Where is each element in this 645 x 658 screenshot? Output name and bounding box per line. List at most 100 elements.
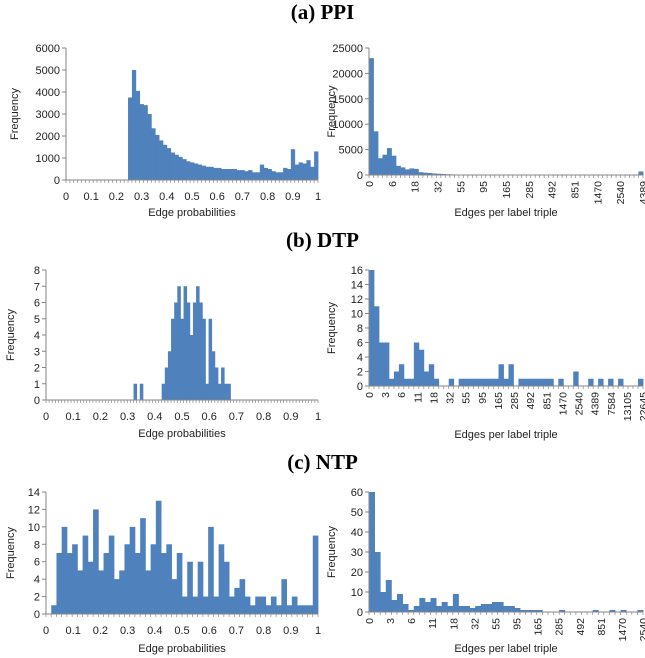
bar <box>573 371 579 386</box>
bar <box>598 378 604 386</box>
y-tick-label: 14 <box>28 487 40 499</box>
bar <box>302 163 307 180</box>
bar <box>202 596 209 614</box>
bar <box>151 128 156 180</box>
x-axis-title: Edges per label triple <box>454 207 557 219</box>
y-tick-label: 3000 <box>36 109 60 121</box>
y-tick-label: 6 <box>34 557 40 569</box>
bar <box>519 610 526 612</box>
y-tick-label: 16 <box>351 265 363 277</box>
bar <box>483 378 489 386</box>
x-axis-title: Edge probabilities <box>148 207 236 219</box>
bar <box>440 173 446 175</box>
bar <box>248 170 253 180</box>
bar <box>217 167 222 180</box>
bar <box>418 172 424 175</box>
bar <box>260 596 267 614</box>
panel-title-ppi: (a) PPI <box>290 0 355 24</box>
bar <box>433 378 440 386</box>
y-tick-label: 1000 <box>36 153 60 165</box>
x-tick-label: 851 <box>596 618 608 636</box>
bar <box>395 165 401 175</box>
x-tick-label: 0.9 <box>283 411 298 423</box>
x-tick-label: 1470 <box>557 392 569 416</box>
bar <box>199 302 203 400</box>
bar <box>166 148 172 180</box>
x-tick-label: 0.6 <box>202 411 217 423</box>
y-tick-label: 15000 <box>332 94 363 106</box>
bar <box>373 306 380 386</box>
y-tick-label: 10 <box>351 587 363 599</box>
x-tick-label: 0.9 <box>285 191 300 203</box>
bar <box>424 602 431 612</box>
bar <box>486 604 493 612</box>
x-tick-label: 1 <box>315 625 321 637</box>
bar <box>87 561 94 614</box>
bar <box>205 383 209 400</box>
bar <box>514 608 521 612</box>
bar <box>310 166 315 180</box>
bar <box>177 286 181 400</box>
x-tick-label: 0.6 <box>202 625 217 637</box>
ntp-edges-per-triple-histogram: 0 10 20 30 40 50 60 0 3 6 11 18 32 55 95 165 285 492 851 14… <box>326 487 645 655</box>
ppi-edge-probability-histogram: 0 1000 2000 3000 4000 5000 6000 0 0.1 0.2 0.3 0.4 0.… <box>9 43 321 219</box>
x-tick-label: 0.5 <box>184 191 199 203</box>
bar <box>413 168 419 175</box>
bar <box>458 378 465 386</box>
y-tick-label: 20000 <box>332 68 363 80</box>
bar <box>239 579 246 614</box>
bar <box>409 168 415 175</box>
bar <box>497 602 504 612</box>
bar <box>408 610 415 612</box>
bar <box>183 286 188 400</box>
bar <box>190 162 195 180</box>
x-axis-title: Edges per label triple <box>454 429 557 441</box>
x-tick-label: 32 <box>445 392 457 404</box>
y-tick-label: 2 <box>357 367 363 379</box>
bar <box>298 162 303 180</box>
x-tick-label: 285 <box>524 181 536 199</box>
bar <box>213 167 218 180</box>
bar <box>382 154 388 175</box>
bar <box>396 594 403 612</box>
bar <box>124 544 131 614</box>
bar <box>398 364 405 386</box>
bar <box>135 90 141 180</box>
bar <box>306 160 311 180</box>
x-tick-label: 0 <box>63 191 69 203</box>
bar <box>217 383 222 400</box>
bar <box>592 610 599 612</box>
bar <box>369 270 375 386</box>
bar <box>174 302 178 400</box>
bar <box>548 378 554 386</box>
x-tick-label: 1470 <box>592 181 604 205</box>
bar <box>427 172 433 175</box>
bar <box>66 553 73 614</box>
x-tick-label: 18 <box>410 181 422 193</box>
bar <box>51 605 57 614</box>
x-tick-label: 0.1 <box>66 411 81 423</box>
bar <box>255 172 261 180</box>
x-axis-title: Edge probabilities <box>138 428 226 440</box>
bar <box>271 171 276 180</box>
y-tick-label: 10000 <box>332 119 363 131</box>
x-tick-label: 0.4 <box>147 625 162 637</box>
bar <box>374 552 381 612</box>
x-tick-label: 0 <box>364 392 376 398</box>
bar <box>488 378 494 386</box>
bar <box>377 158 383 175</box>
x-tick-label: 0.5 <box>174 411 189 423</box>
bar <box>608 378 614 386</box>
x-tick-label: 851 <box>570 181 582 199</box>
bar <box>275 172 280 180</box>
y-axis-title: Frequency <box>326 302 338 354</box>
bar <box>294 164 300 180</box>
bar <box>478 378 484 386</box>
y-tick-label: 8 <box>357 323 363 335</box>
bar <box>408 378 415 386</box>
y-tick-label: 10 <box>28 522 40 534</box>
x-tick-label: 0.3 <box>120 625 135 637</box>
bar <box>147 114 152 180</box>
x-tick-label: 55 <box>455 181 467 193</box>
bar <box>186 302 191 400</box>
